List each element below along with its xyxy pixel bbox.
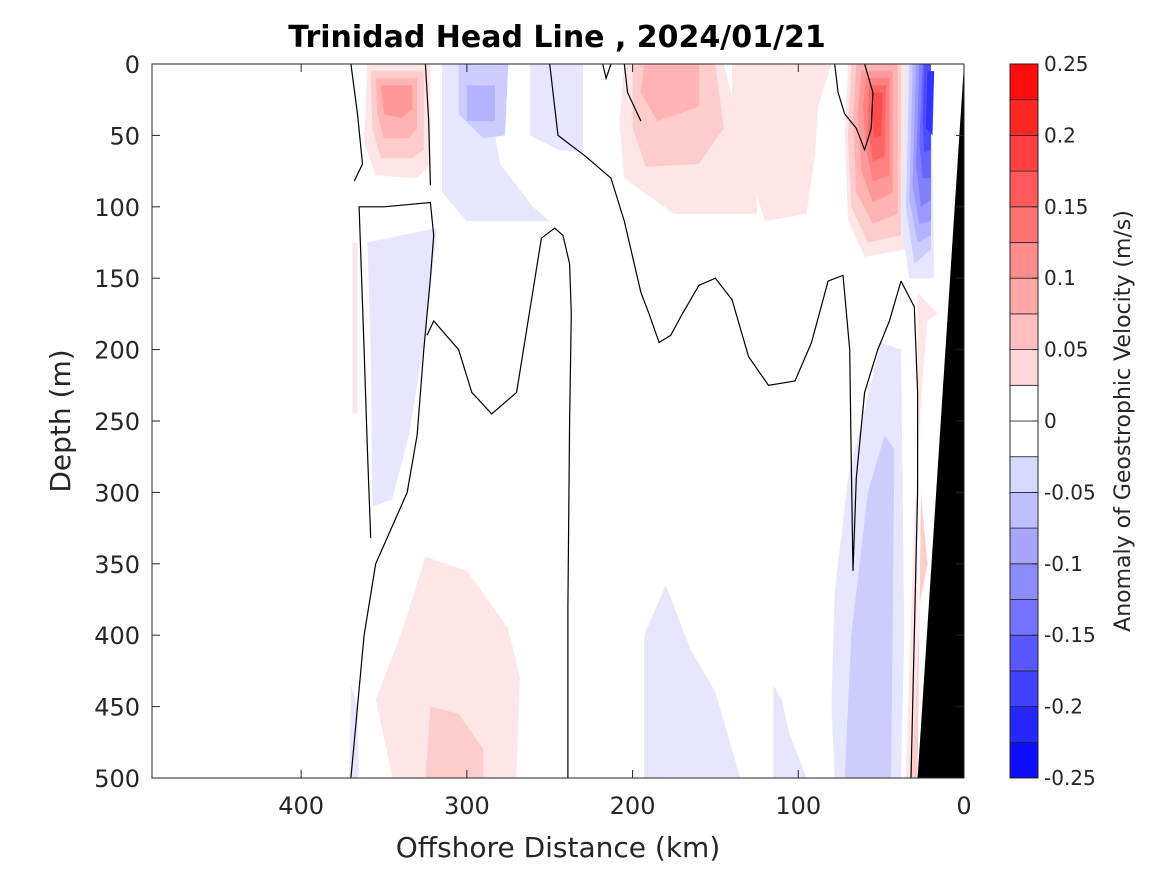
zero-contour-line: [350, 64, 364, 182]
y-tick-label: 400: [94, 622, 140, 650]
zero-contour-line: [426, 227, 572, 778]
colorbar-segment: [1009, 242, 1039, 279]
zero-contour-line: [602, 64, 612, 81]
colorbar-tick-label: -0.05: [1044, 480, 1096, 504]
colorbar-segment: [1009, 349, 1039, 386]
y-tick-label: 450: [94, 694, 140, 722]
colorbar-segment: [1009, 456, 1039, 493]
y-tick-label: 350: [94, 551, 140, 579]
anomaly-region: [644, 585, 741, 778]
anomaly-layer: [349, 64, 938, 778]
colorbar-segment: [1009, 170, 1039, 208]
zero-contour-line: [834, 64, 874, 152]
colorbar-segment: [1009, 277, 1039, 315]
x-tick-label: 400: [278, 792, 324, 820]
colorbar-segment: [1009, 599, 1039, 636]
bathymetry-layer: [917, 64, 964, 778]
colorbar-segment: [1009, 313, 1039, 350]
colorbar-tick-label: -0.15: [1044, 623, 1096, 647]
anomaly-region: [925, 71, 935, 136]
x-tick-label: 100: [775, 792, 821, 820]
colorbar-segment: [1009, 99, 1039, 136]
x-tick-label: 0: [956, 792, 971, 820]
anomaly-region: [352, 242, 358, 414]
y-tick-label: 50: [109, 122, 140, 150]
x-axis-label: Offshore Distance (km): [396, 831, 721, 864]
zero-contour-line: [350, 201, 435, 778]
colorbar-segment: [1009, 741, 1039, 779]
colorbar-segment: [1009, 420, 1039, 458]
colorbar-tick-label: 0.15: [1044, 195, 1089, 219]
anomaly-region: [367, 228, 437, 507]
x-tick-label: 300: [444, 792, 490, 820]
colorbar-segment: [1009, 670, 1039, 708]
anomaly-region: [640, 64, 699, 122]
zero-contour-line: [549, 64, 902, 571]
y-tick-label: 500: [94, 765, 140, 793]
colorbar-segment: [1009, 706, 1039, 743]
anomaly-region: [375, 556, 520, 778]
anomaly-region: [349, 685, 360, 778]
y-axis-label: Depth (m): [44, 349, 77, 492]
y-axis: 0 50 100 150 200 250 300 350 400 450 500: [94, 51, 964, 793]
anomaly-region: [911, 492, 928, 778]
colorbar-segment: [1009, 206, 1039, 243]
plot-area: [152, 64, 964, 778]
colorbar-tick-label: 0.25: [1044, 52, 1089, 76]
colorbar-segment: [1009, 527, 1039, 565]
colorbar-tick-label: 0.1: [1044, 266, 1076, 290]
colorbar-segment: [1009, 563, 1039, 600]
x-axis: 400 300 200 100 0: [278, 64, 972, 820]
y-tick-label: 250: [94, 408, 140, 436]
colorbar: 0.25 0.2 0.15 0.1 0.05 0 -0.05 -0.1 -0.15 -0.2 -0.…: [1009, 52, 1096, 790]
colorbar-segment: [1009, 63, 1039, 101]
colorbar-tick-label: 0: [1044, 409, 1057, 433]
colorbar-tick-label: -0.1: [1044, 552, 1083, 576]
colorbar-segment: [1009, 634, 1039, 672]
bathymetry: [917, 64, 964, 778]
anomaly-region: [773, 685, 807, 778]
zero-contour-layer: [350, 64, 919, 778]
colorbar-segment: [1009, 134, 1039, 172]
anomaly-region: [844, 435, 895, 778]
y-tick-label: 200: [94, 337, 140, 365]
y-tick-label: 0: [125, 51, 140, 79]
y-tick-label: 300: [94, 479, 140, 507]
colorbar-tick-label: 0.2: [1044, 123, 1076, 147]
chart-title: Trinidad Head Line , 2024/01/21: [288, 20, 825, 55]
colorbar-label: Anomaly of Geostrophic Velocity (m/s): [1111, 210, 1136, 632]
anomaly-region: [871, 92, 883, 139]
colorbar-tick-label: -0.25: [1044, 766, 1096, 790]
colorbar-segment: [1009, 384, 1039, 422]
anomaly-region: [380, 85, 413, 119]
y-tick-label: 100: [94, 194, 140, 222]
y-tick-label: 150: [94, 265, 140, 293]
anomaly-region: [425, 706, 484, 778]
x-tick-label: 200: [610, 792, 656, 820]
colorbar-segment: [1009, 491, 1039, 529]
zero-contour-line: [623, 64, 642, 122]
anomaly-region: [732, 64, 832, 222]
zero-contour-line: [424, 64, 431, 186]
colorbar-tick-label: -0.2: [1044, 695, 1083, 719]
colorbar-tick-label: 0.05: [1044, 338, 1089, 362]
zero-contour-line: [900, 280, 919, 778]
anomaly-region: [466, 85, 495, 122]
